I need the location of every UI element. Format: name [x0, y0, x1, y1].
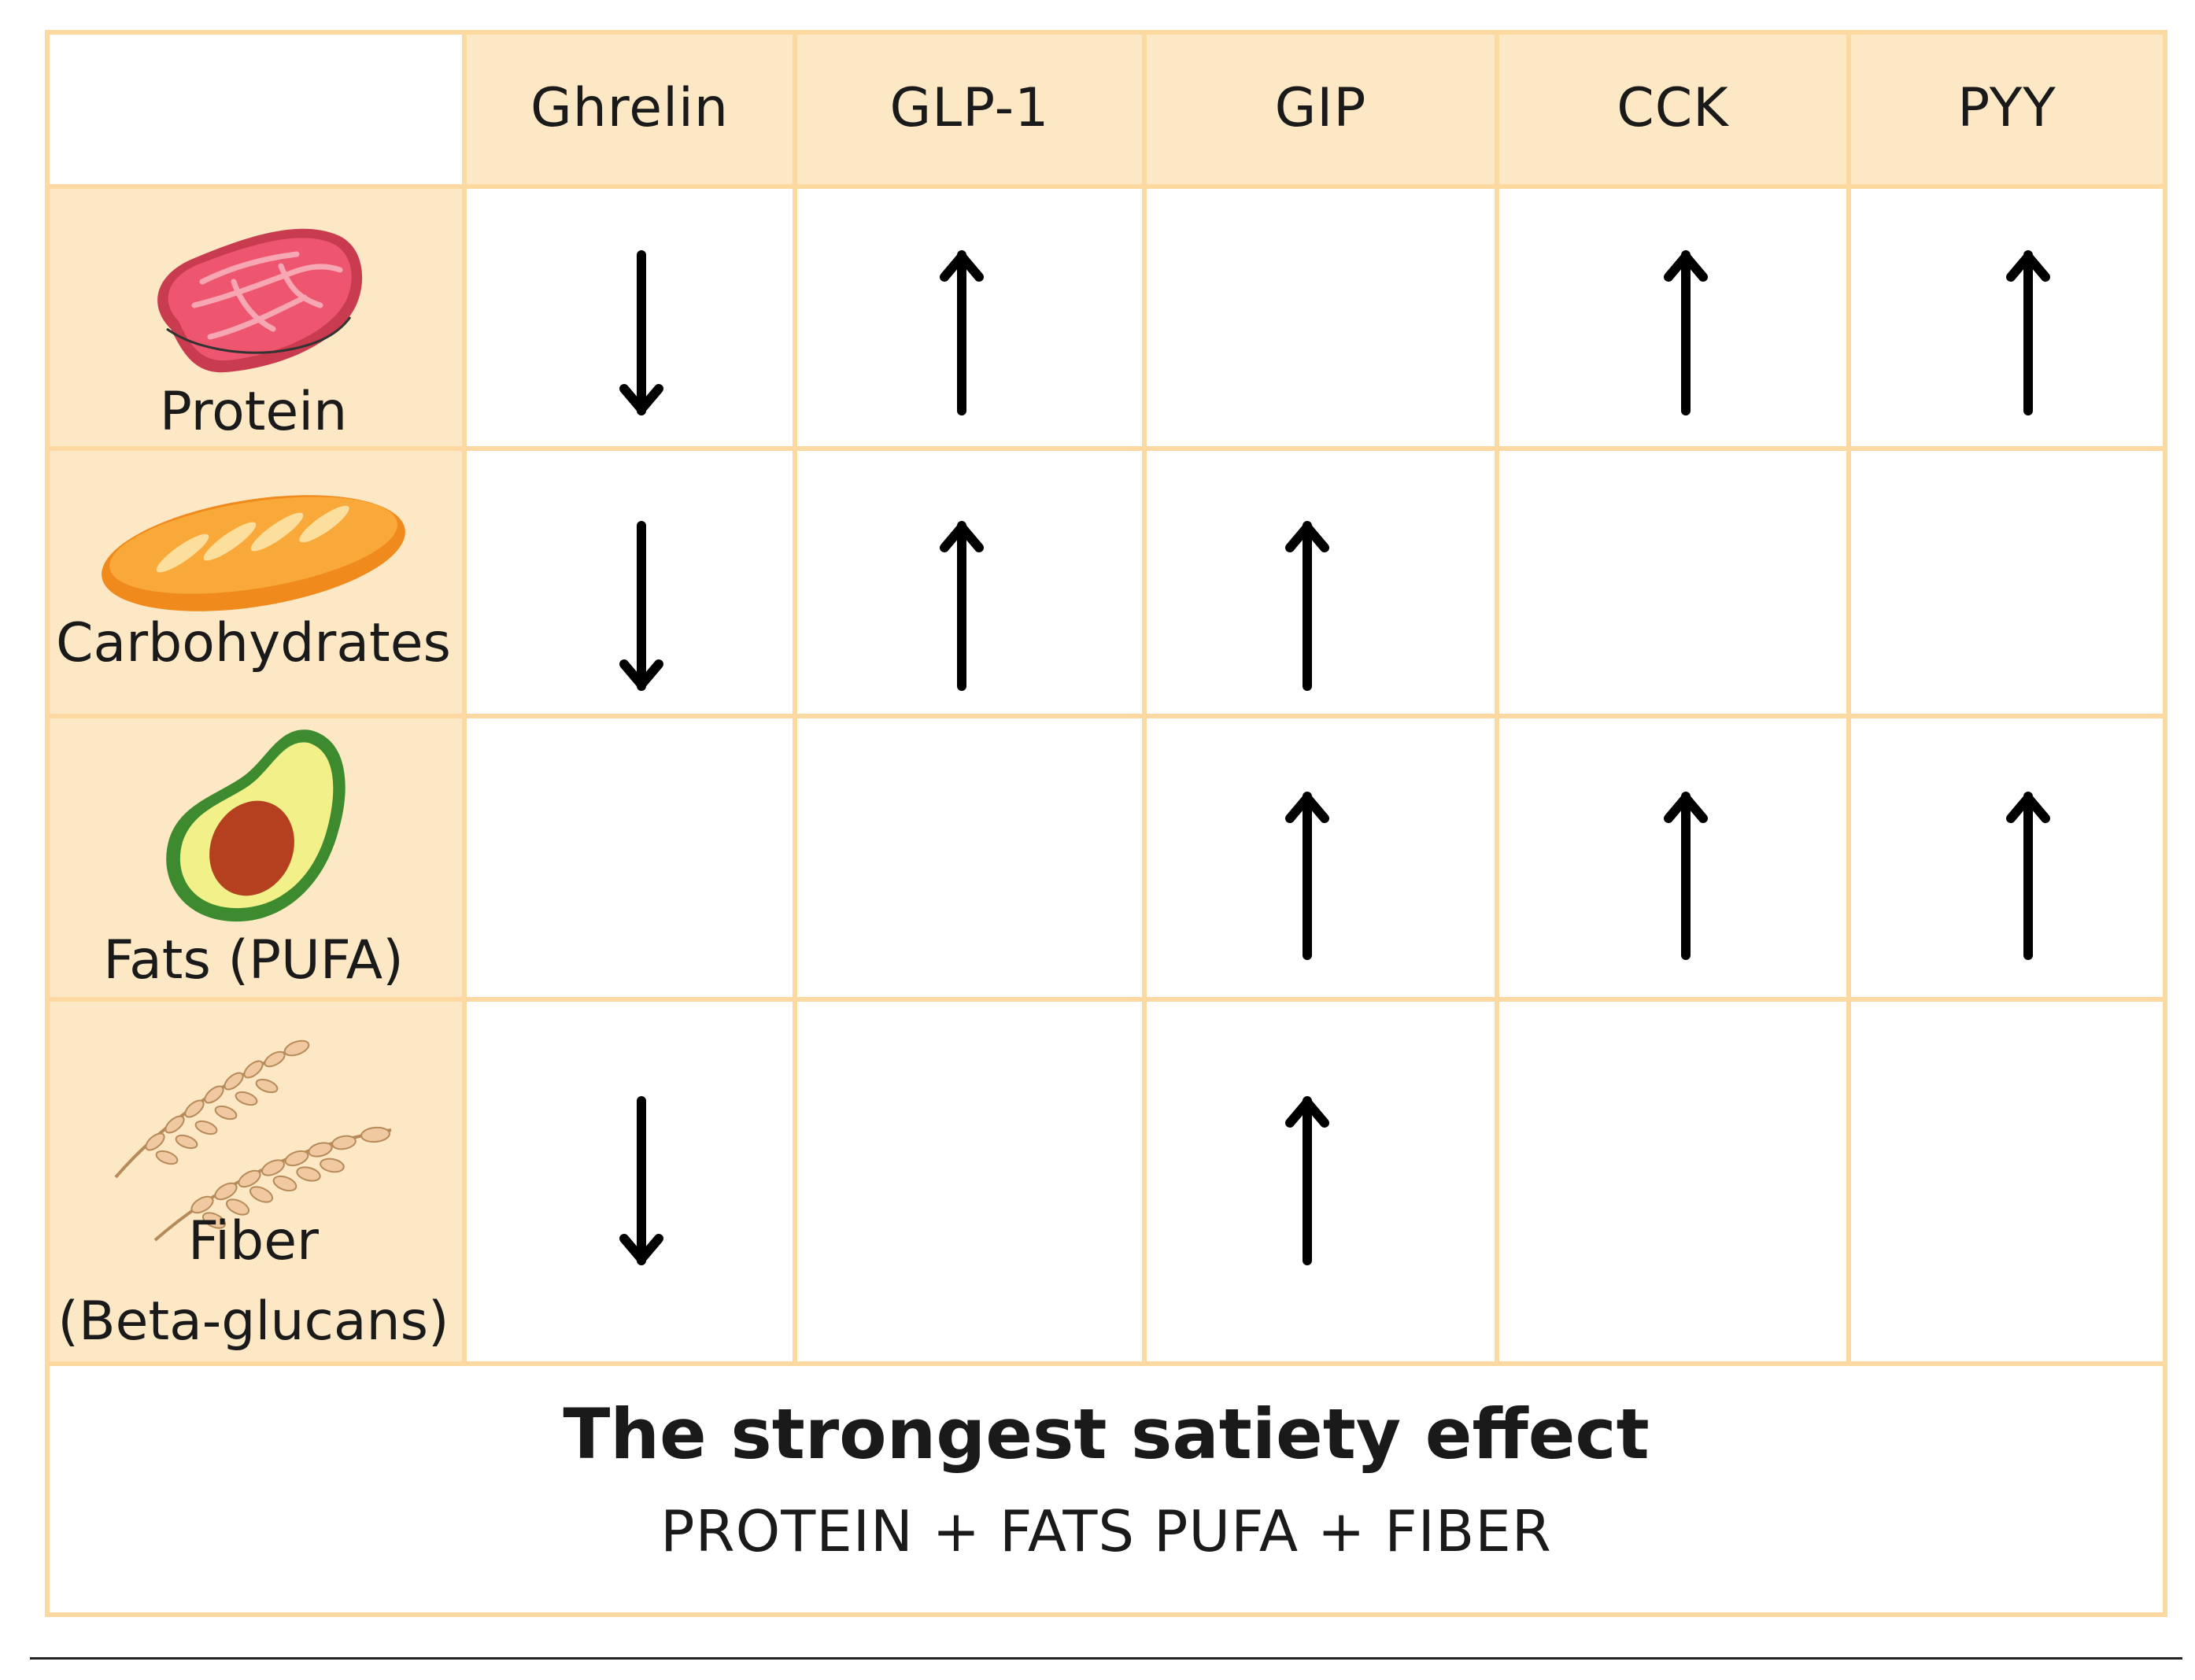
arrow-up-cck-row3: [1664, 792, 1708, 960]
arrow-up-gip-row3: [1285, 792, 1329, 960]
wheat-icon: [114, 1039, 392, 1242]
header-glp1: GLP-1: [889, 77, 1050, 139]
summary-title: The strongest satiety effect: [563, 1394, 1650, 1475]
header-cck: CCK: [1617, 77, 1729, 139]
bread-icon: [102, 495, 405, 611]
row-label-fiber: Fiber: [187, 1210, 319, 1272]
row-dividers: [47, 184, 2165, 1366]
header-row-fill: [464, 32, 2165, 186]
bottom-rule: [30, 1657, 2182, 1660]
meat-icon: [157, 228, 363, 373]
row-label-carbohydrates: Carbohydrates: [56, 612, 451, 674]
header-gip: GIP: [1274, 77, 1367, 139]
arrow-up-pyy-row3: [2006, 792, 2050, 960]
row-label-fats: Fats (PUFA): [103, 929, 404, 991]
column-dividers: [462, 32, 1851, 1364]
arrow-down-ghrelin-row4: [619, 1096, 663, 1265]
satiety-table: Ghrelin GLP-1 GIP CCK PYY Protein Carboh…: [45, 30, 2167, 1617]
summary-subtitle: PROTEIN + FATS PUFA + FIBER: [660, 1498, 1552, 1564]
row-label-fiber-subtitle: (Beta-glucans): [57, 1290, 449, 1353]
arrow-up-gip-row4: [1285, 1096, 1329, 1265]
arrow-up-glp1-row2: [940, 521, 984, 691]
arrow-down-ghrelin-row1: [619, 250, 663, 415]
arrow-down-ghrelin-row2: [619, 521, 663, 691]
arrow-up-gip-row2: [1285, 521, 1329, 691]
header-ghrelin: Ghrelin: [530, 77, 729, 139]
avocado-icon: [166, 729, 346, 922]
arrow-up-cck-row1: [1664, 250, 1708, 415]
header-pyy: PYY: [1957, 77, 2056, 139]
row-label-protein: Protein: [159, 381, 348, 443]
outer-border: [45, 30, 2167, 1617]
arrow-up-glp1-row1: [940, 250, 984, 415]
summary-box: The strongest satiety effect PROTEIN + F…: [45, 1364, 2167, 1617]
arrow-up-pyy-row1: [2006, 250, 2050, 415]
